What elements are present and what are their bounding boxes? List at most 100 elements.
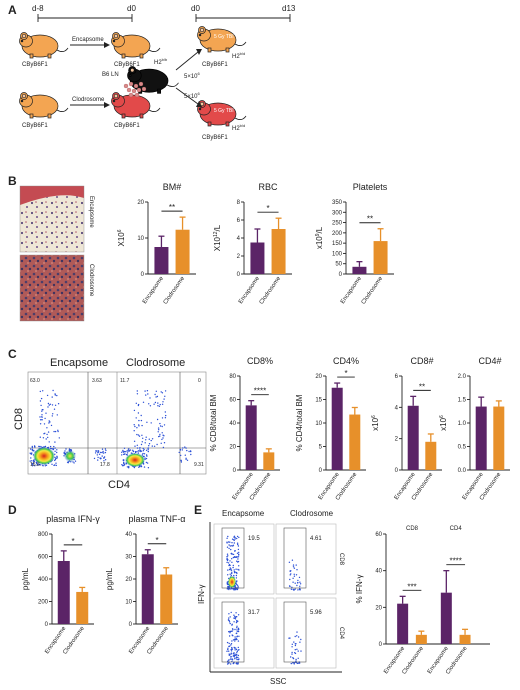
event-dot <box>236 542 239 544</box>
event-dot <box>134 425 136 428</box>
event-dot <box>73 462 75 464</box>
time-d0-left: d0 <box>127 4 136 13</box>
event-dot <box>42 465 44 467</box>
event-dot <box>234 537 236 539</box>
event-dot <box>36 464 39 466</box>
event-dot <box>229 632 231 634</box>
event-dot <box>293 663 295 665</box>
quadrant-value: 15.6 <box>30 462 40 468</box>
event-dot <box>232 545 234 547</box>
event-dot <box>237 620 239 622</box>
event-dot <box>51 463 53 465</box>
event-dot <box>49 445 52 448</box>
event-dot <box>293 641 295 643</box>
event-dot <box>51 448 53 450</box>
event-dot <box>133 466 136 469</box>
event-dot <box>236 619 238 622</box>
event-dot <box>179 449 182 451</box>
event-dot <box>289 570 291 573</box>
e-y-axis-label: IFN-γ <box>197 584 206 604</box>
event-dot <box>226 556 228 558</box>
y-tick-label: 800 <box>38 532 49 538</box>
event-dot <box>236 662 238 664</box>
flow-y-axis-label: CD8 <box>13 408 25 430</box>
event-dot <box>158 435 160 438</box>
event-dot <box>228 645 230 648</box>
event-dot <box>229 564 231 567</box>
sig-stars: * <box>155 536 158 545</box>
event-dot <box>104 451 107 454</box>
timeline-right: d0 d13 <box>191 4 296 22</box>
event-dot <box>232 566 234 569</box>
e-title-clodrosome: Clodrosome <box>290 509 334 518</box>
y-tick-label: 40 <box>375 569 382 575</box>
strain-label: CByB6F1 <box>22 123 48 129</box>
event-dot <box>235 574 238 577</box>
event-dot <box>230 588 232 590</box>
event-dot <box>227 569 229 571</box>
event-dot <box>48 422 50 424</box>
event-dot <box>44 432 46 434</box>
event-dot <box>180 460 182 462</box>
event-dot <box>228 650 230 652</box>
event-dot <box>148 403 150 405</box>
event-dot <box>163 435 165 437</box>
event-dot <box>291 586 293 588</box>
y-axis-label: pg/mL <box>105 567 114 590</box>
event-dot <box>148 438 150 440</box>
event-dot <box>145 394 147 396</box>
panel-label-d: D <box>8 503 17 517</box>
event-dot <box>162 401 164 403</box>
event-dot <box>178 451 180 454</box>
event-dot <box>64 450 66 452</box>
event-dot <box>230 643 233 645</box>
event-dot <box>33 445 36 447</box>
event-dot <box>234 572 236 574</box>
event-dot <box>234 550 236 552</box>
event-dot <box>46 427 48 429</box>
y-tick-label: 80 <box>229 374 236 380</box>
event-dot <box>290 588 293 590</box>
event-dot <box>98 453 101 455</box>
event-dot <box>190 453 192 456</box>
event-dot <box>150 422 152 424</box>
y-tick-label: 0 <box>379 642 383 648</box>
event-dot <box>137 412 140 414</box>
event-dot <box>226 663 229 665</box>
event-dot <box>226 537 228 539</box>
event-dot <box>51 396 53 398</box>
event-dot <box>226 546 229 548</box>
event-dot <box>236 650 238 653</box>
chart-tnf: plasma TNF-α010203040pg/mLEncapsomeClodr… <box>105 514 186 656</box>
chart-plt: Platelets 0 50 100 150 200 250 300 350 x109/L Enca… <box>315 182 394 306</box>
event-dot <box>288 561 291 563</box>
event-dot <box>234 617 237 619</box>
bar <box>76 591 89 624</box>
event-dot <box>294 649 296 651</box>
flow-x-axis-label: CD4 <box>108 479 130 491</box>
event-dot <box>74 460 77 462</box>
y-tick-label: 300 <box>332 210 343 216</box>
event-dot <box>149 405 152 407</box>
bar <box>425 441 437 470</box>
event-dot <box>144 442 146 444</box>
event-dot <box>233 654 235 656</box>
y-tick-label: 2 <box>395 437 399 443</box>
dose-label-up: 5×106 <box>184 71 201 80</box>
event-dot <box>123 450 126 453</box>
event-dot <box>102 452 105 454</box>
event-dot <box>226 553 229 555</box>
mouse-untreated-top <box>19 32 69 59</box>
event-dot <box>103 457 105 459</box>
event-dot <box>138 435 141 437</box>
x-tick-label: Encapsome <box>340 275 363 305</box>
event-dot <box>236 588 239 591</box>
event-dot <box>230 611 232 614</box>
event-dot <box>188 450 190 453</box>
gate-value: 4.61 <box>310 536 322 542</box>
event-dot <box>295 658 297 661</box>
event-dot <box>39 436 41 438</box>
event-dot <box>290 573 292 575</box>
event-dot <box>228 659 230 661</box>
